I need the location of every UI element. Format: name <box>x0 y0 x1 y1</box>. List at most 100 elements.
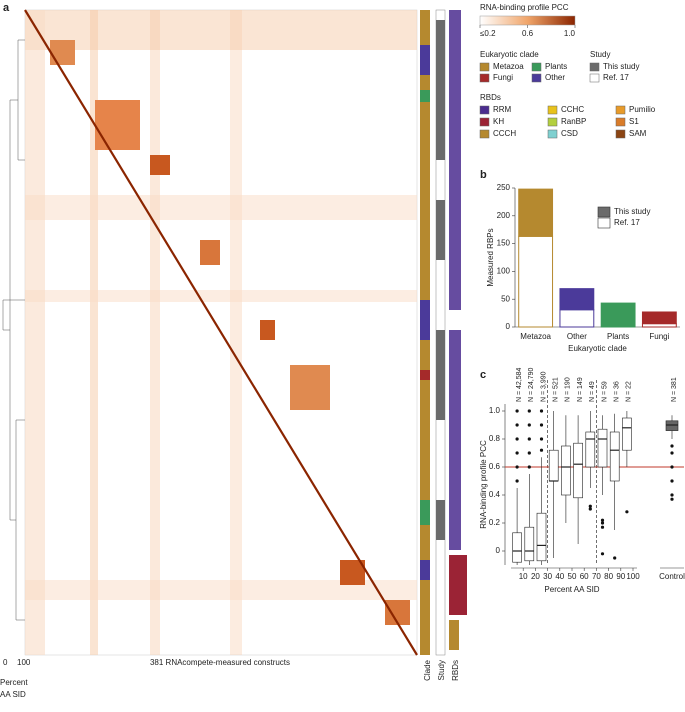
outlier <box>515 465 519 469</box>
outlier <box>600 552 605 556</box>
outlier <box>515 437 519 441</box>
x-tick-label: 50 <box>568 572 577 581</box>
legend-label: Pumilio <box>629 105 656 114</box>
legend-label: Metazoa <box>493 62 524 71</box>
outlier <box>527 423 531 427</box>
legend-swatch <box>547 117 558 127</box>
outlier <box>588 504 592 508</box>
n-label: N = 42,584 <box>516 367 523 402</box>
outlier <box>527 451 531 455</box>
dendrogram <box>2 39 25 621</box>
outlier <box>670 465 674 469</box>
n-label: N = 149 <box>577 377 584 402</box>
n-label: N = 36 <box>614 381 621 402</box>
y-tick-label: 0.2 <box>489 518 501 527</box>
x-tick-label: 70 <box>592 572 601 581</box>
outlier <box>515 423 519 427</box>
n-label: N = 22 <box>626 381 633 402</box>
y-tick-label: 0.8 <box>489 434 501 443</box>
n-label: N = 190 <box>565 377 572 402</box>
y-tick-label: 150 <box>497 239 511 248</box>
box <box>622 417 632 451</box>
heatmap-decoration <box>24 9 418 656</box>
box <box>585 431 596 468</box>
dendro-label: AA SID <box>0 690 26 699</box>
colorbar-tick-label: 0.6 <box>522 29 534 38</box>
legend-swatch <box>547 105 558 115</box>
x-tick-label: 100 <box>626 572 640 581</box>
n-label: N = 521 <box>553 377 560 402</box>
legend-swatch <box>597 217 611 229</box>
column-label: RBDs <box>451 660 460 681</box>
colorbar <box>479 15 576 26</box>
y-tick-label: 0 <box>496 546 501 555</box>
legend-swatch <box>615 129 626 139</box>
legend-label: This study <box>614 207 650 216</box>
box <box>597 428 608 468</box>
y-tick-label: 0 <box>506 322 511 331</box>
y-tick-label: 0.6 <box>489 462 501 471</box>
box <box>536 512 547 562</box>
legend-label: This study <box>603 62 639 71</box>
legend-label: Other <box>545 73 565 82</box>
legend-swatch <box>479 105 490 115</box>
dendro-label: Percent <box>0 678 28 687</box>
legend-label: CSD <box>561 129 578 138</box>
legend-label: SAM <box>629 129 647 138</box>
legend-title: Eukaryotic clade <box>480 50 539 59</box>
outlier <box>527 409 531 413</box>
y-tick-label: 250 <box>497 183 511 192</box>
x-tick-label: 80 <box>604 572 613 581</box>
n-label: N = 381 <box>671 377 678 402</box>
legend-label: S1 <box>629 117 639 126</box>
colorbar-title: RNA-binding profile PCC <box>480 3 569 12</box>
panel-label: b <box>480 169 487 181</box>
y-axis-label: RNA-binding profile PCC <box>479 440 488 529</box>
legend-swatch <box>589 73 600 83</box>
outlier <box>600 521 605 525</box>
x-tick-label: Plants <box>607 332 629 341</box>
outlier <box>515 409 519 413</box>
x-axis-label: Eukaryotic clade <box>568 344 627 353</box>
outlier <box>515 451 519 455</box>
legend-label: Ref. 17 <box>603 73 629 82</box>
x-tick-label: Metazoa <box>520 332 551 341</box>
panel-label: c <box>480 369 486 381</box>
outlier <box>670 479 674 483</box>
x-axis-label: 381 RNAcompete-measured constructs <box>150 658 290 667</box>
legend-label: RanBP <box>561 117 586 126</box>
outlier <box>539 409 544 413</box>
box <box>524 526 535 562</box>
panel-label: a <box>3 2 10 14</box>
x-tick-label: 20 <box>531 572 540 581</box>
outlier <box>527 465 531 469</box>
x-tick-label: 40 <box>555 572 564 581</box>
legend-label: Plants <box>545 62 567 71</box>
outlier <box>670 444 674 448</box>
legend-label: Ref. 17 <box>614 218 640 227</box>
dendro-tick: 0 <box>3 658 8 667</box>
legend-swatch <box>479 73 490 83</box>
outlier <box>600 525 605 529</box>
legend-swatch <box>615 117 626 127</box>
outlier <box>588 507 592 511</box>
n-label: N = 24,790 <box>528 367 535 402</box>
y-tick-label: 0.4 <box>489 490 501 499</box>
legend-swatch <box>479 117 490 127</box>
y-axis-label: Measured RBPs <box>486 228 495 286</box>
bar-segment <box>518 188 554 237</box>
outlier <box>670 497 674 501</box>
x-tick-label: Fungi <box>649 332 669 341</box>
bar-segment <box>559 309 595 328</box>
x-tick-label: 30 <box>543 572 552 581</box>
outlier <box>527 437 531 441</box>
bar-segment <box>641 323 677 328</box>
bar-segment <box>559 288 595 311</box>
outlier <box>670 493 674 497</box>
column-label: Study <box>437 660 446 680</box>
box <box>609 431 620 482</box>
outlier <box>613 556 617 560</box>
legend-swatch <box>589 62 600 72</box>
y-tick-label: 1.0 <box>489 406 501 415</box>
